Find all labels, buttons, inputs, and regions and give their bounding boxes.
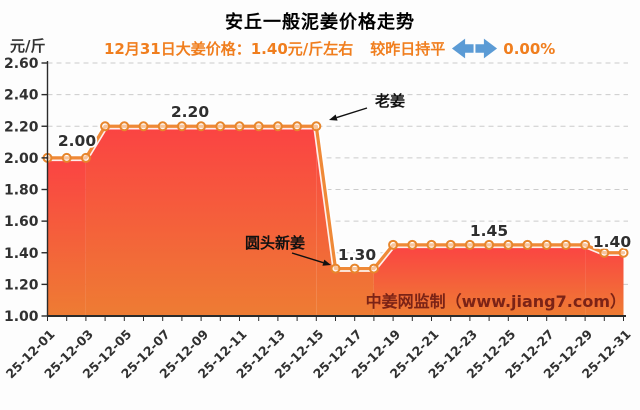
- area-segment: [47, 157, 86, 316]
- y-tick-label: 1.20: [4, 277, 39, 293]
- value-label: 2.00: [58, 132, 96, 150]
- page-title: 安丘一般泥姜价格走势: [225, 12, 415, 33]
- annotation-label: 老姜: [374, 92, 405, 110]
- subtitle-row: 12月31日大姜价格：1.40元/斤左右 较昨日持平 0.00%: [104, 36, 555, 61]
- data-point-marker: [119, 121, 130, 132]
- data-point-marker: [426, 239, 437, 250]
- data-point-marker: [253, 121, 264, 132]
- data-point-marker: [176, 121, 187, 132]
- price-summary-text: 12月31日大姜价格：1.40元/斤左右: [104, 40, 354, 58]
- annotation-arrow-line: [291, 252, 324, 264]
- data-point-marker: [464, 239, 475, 250]
- value-label: 2.20: [171, 103, 209, 121]
- data-point-marker: [541, 239, 552, 250]
- data-point-marker: [234, 121, 245, 132]
- annotation-arrow-line: [336, 107, 368, 119]
- data-point-marker: [196, 121, 207, 132]
- watermark: 中姜网监制（www.jiang7.com）: [366, 292, 626, 311]
- arrow-left-half: [452, 38, 474, 59]
- annotation-label: 圆头新姜: [245, 234, 305, 252]
- y-tick-label: 2.60: [4, 56, 39, 72]
- y-tick-label: 2.20: [4, 119, 39, 135]
- value-label: 1.30: [338, 246, 376, 264]
- data-point-marker: [618, 247, 629, 258]
- compare-text: 较昨日持平: [370, 40, 446, 58]
- value-label: 1.40: [593, 233, 631, 251]
- data-point-marker: [292, 121, 303, 132]
- data-point-marker: [311, 121, 322, 132]
- value-label: 1.45: [470, 222, 508, 240]
- annotation-arrowhead: [329, 114, 338, 121]
- data-point-marker: [445, 239, 456, 250]
- data-point-marker: [560, 239, 571, 250]
- data-point-marker: [484, 239, 495, 250]
- data-point-marker: [522, 239, 533, 250]
- y-tick-label: 1.60: [4, 214, 39, 230]
- data-point-marker: [368, 263, 379, 274]
- arrow-right-half: [475, 38, 498, 59]
- y-tick-label: 1.80: [4, 183, 39, 199]
- data-point-marker: [157, 121, 168, 132]
- y-tick-label: 1.00: [4, 309, 39, 325]
- data-point-marker: [349, 263, 360, 274]
- left-right-arrow-icon: [451, 36, 498, 61]
- area-segment: [373, 244, 586, 316]
- left-right-arrow-svg: [452, 38, 498, 59]
- area-segment: [585, 244, 624, 316]
- y-tick-label: 1.40: [4, 246, 39, 262]
- y-tick-label: 2.40: [4, 88, 39, 104]
- data-point-marker: [503, 239, 514, 250]
- y-tick-label: 2.00: [4, 151, 39, 167]
- data-point-marker: [215, 121, 226, 132]
- data-point-marker: [138, 121, 149, 132]
- data-point-marker: [80, 152, 91, 163]
- data-point-marker: [330, 263, 341, 274]
- data-point-marker: [599, 247, 610, 258]
- change-percent: 0.00%: [503, 39, 556, 58]
- data-point-marker: [580, 239, 591, 250]
- data-point-marker: [100, 121, 111, 132]
- data-point-marker: [61, 152, 72, 163]
- annotation-arrowhead: [322, 259, 331, 266]
- data-point-marker: [407, 239, 418, 250]
- data-point-marker: [388, 239, 399, 250]
- data-point-marker: [272, 121, 283, 132]
- area-segment: [85, 126, 317, 316]
- y-axis-unit-label: 元/斤: [10, 37, 46, 55]
